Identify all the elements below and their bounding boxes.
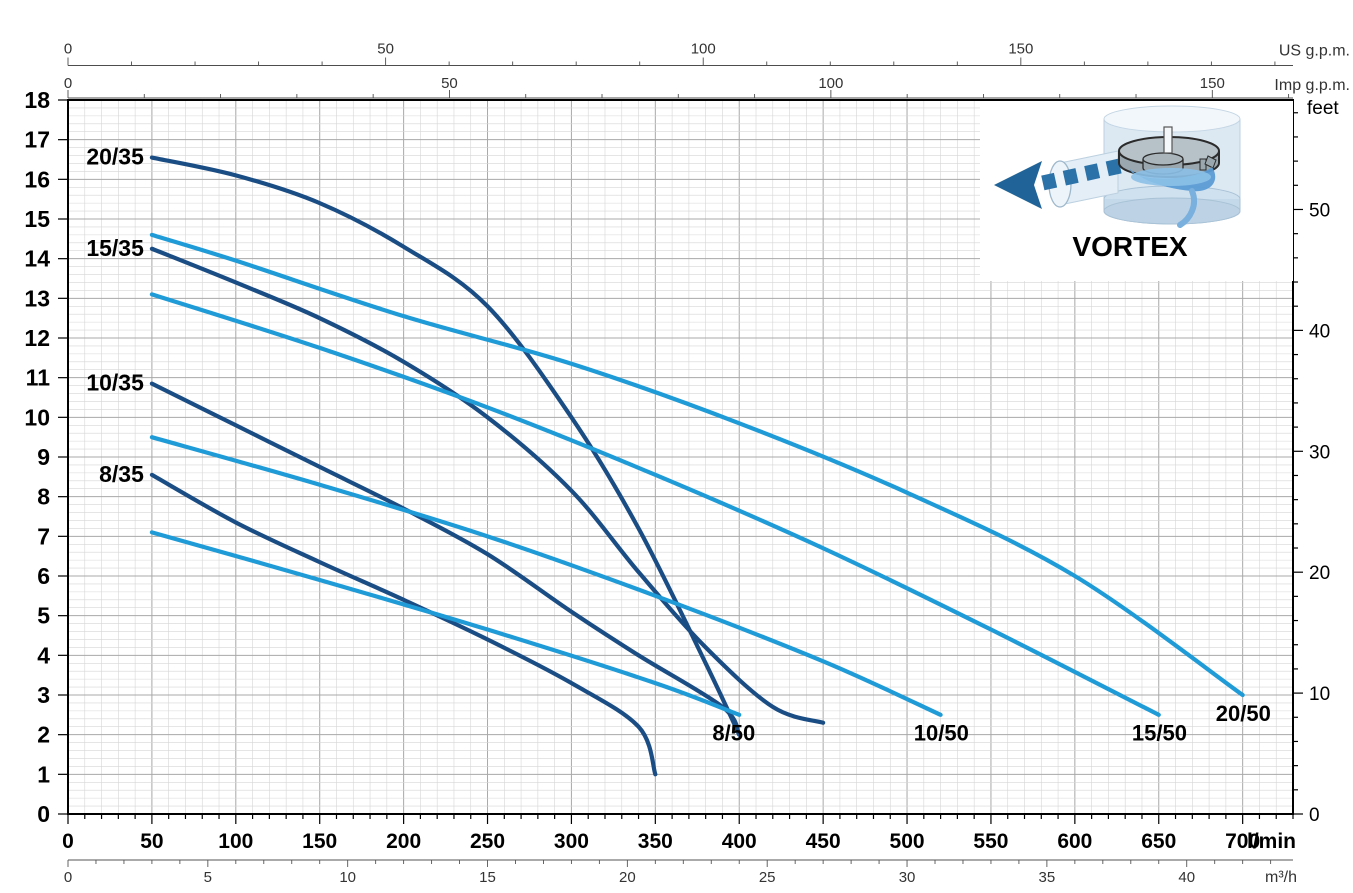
svg-text:35: 35 <box>1039 869 1056 886</box>
svg-text:VORTEX: VORTEX <box>1072 231 1187 262</box>
svg-text:20/50: 20/50 <box>1216 701 1271 726</box>
svg-text:25: 25 <box>759 869 776 886</box>
svg-text:150: 150 <box>302 830 337 853</box>
svg-text:150: 150 <box>1200 75 1225 92</box>
svg-text:12: 12 <box>24 325 50 351</box>
svg-text:5: 5 <box>204 869 212 886</box>
svg-text:l/min: l/min <box>1247 830 1296 853</box>
svg-text:10: 10 <box>1309 684 1330 705</box>
svg-text:m³/h: m³/h <box>1265 869 1297 886</box>
svg-text:15: 15 <box>24 206 50 232</box>
svg-text:13: 13 <box>24 285 50 311</box>
svg-text:300: 300 <box>554 830 589 853</box>
svg-text:50: 50 <box>441 75 458 92</box>
svg-text:Imp g.p.m.: Imp g.p.m. <box>1274 77 1350 94</box>
svg-text:600: 600 <box>1057 830 1092 853</box>
svg-text:40: 40 <box>1178 869 1195 886</box>
svg-text:550: 550 <box>973 830 1008 853</box>
svg-text:350: 350 <box>638 830 673 853</box>
svg-text:feet: feet <box>1307 98 1339 119</box>
svg-text:14: 14 <box>24 246 50 272</box>
svg-text:20: 20 <box>1309 563 1330 584</box>
svg-text:17: 17 <box>24 127 50 153</box>
svg-text:50: 50 <box>140 830 163 853</box>
svg-text:450: 450 <box>806 830 841 853</box>
svg-text:100: 100 <box>818 75 843 92</box>
svg-text:18: 18 <box>24 87 50 113</box>
svg-text:6: 6 <box>37 563 50 589</box>
svg-text:US g.p.m.: US g.p.m. <box>1279 43 1350 60</box>
svg-text:15/35: 15/35 <box>86 235 144 261</box>
svg-text:0: 0 <box>37 801 50 827</box>
svg-text:0: 0 <box>62 830 74 853</box>
svg-text:0: 0 <box>1309 805 1320 826</box>
svg-text:650: 650 <box>1141 830 1176 853</box>
svg-text:0: 0 <box>64 41 72 58</box>
svg-text:50: 50 <box>1309 200 1330 221</box>
svg-text:3: 3 <box>37 682 50 708</box>
svg-text:100: 100 <box>691 41 716 58</box>
svg-text:9: 9 <box>37 444 50 470</box>
svg-text:10: 10 <box>339 869 356 886</box>
svg-text:5: 5 <box>37 603 50 629</box>
svg-text:10/35: 10/35 <box>86 370 144 396</box>
svg-text:30: 30 <box>1309 442 1330 463</box>
svg-text:0: 0 <box>64 75 72 92</box>
svg-text:50: 50 <box>377 41 394 58</box>
svg-text:16: 16 <box>24 166 50 192</box>
svg-text:150: 150 <box>1008 41 1033 58</box>
svg-text:20: 20 <box>619 869 636 886</box>
svg-text:15: 15 <box>479 869 496 886</box>
svg-text:2: 2 <box>37 722 50 748</box>
svg-text:10: 10 <box>24 404 50 430</box>
svg-text:400: 400 <box>722 830 757 853</box>
svg-text:1: 1 <box>37 761 50 787</box>
svg-text:8: 8 <box>37 484 50 510</box>
svg-text:30: 30 <box>899 869 916 886</box>
svg-text:500: 500 <box>890 830 925 853</box>
svg-text:40: 40 <box>1309 321 1330 342</box>
svg-text:0: 0 <box>64 869 72 886</box>
svg-text:10/50: 10/50 <box>914 721 969 746</box>
svg-text:100: 100 <box>218 830 253 853</box>
svg-text:4: 4 <box>37 642 50 668</box>
svg-text:8/35: 8/35 <box>99 461 144 487</box>
svg-text:20/35: 20/35 <box>86 144 144 170</box>
svg-text:200: 200 <box>386 830 421 853</box>
svg-text:8/50: 8/50 <box>712 721 755 746</box>
svg-text:7: 7 <box>37 523 50 549</box>
svg-text:11: 11 <box>26 365 51 391</box>
svg-text:15/50: 15/50 <box>1132 721 1187 746</box>
svg-text:250: 250 <box>470 830 505 853</box>
